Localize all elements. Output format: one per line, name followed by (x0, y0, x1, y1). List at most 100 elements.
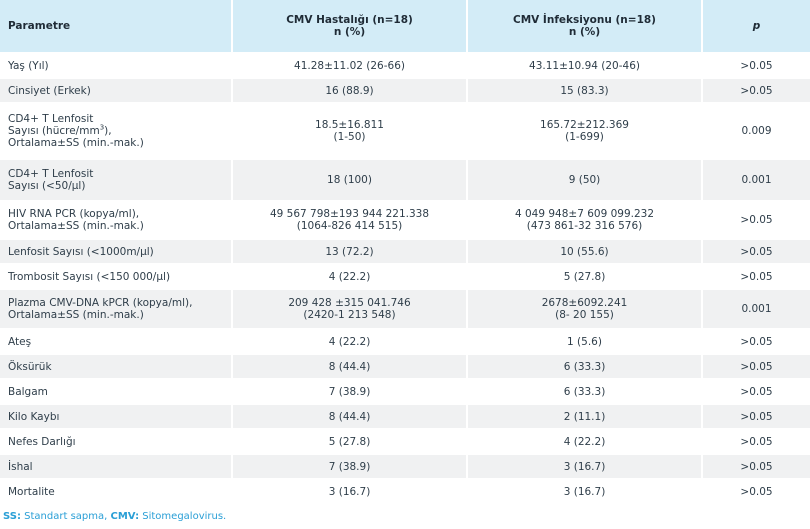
row-cmv-disease-value: 7 (38.9) (233, 380, 468, 405)
header-cmv-hastaligi: CMV Hastalığı (n=18) n (%) (233, 0, 468, 54)
table-row: CD4+ T Lenfosit Sayısı (<50/µl) 18 (100)… (0, 160, 810, 202)
row-cmv-disease-value: 49 567 798±193 944 221.338 (1064-826 414… (233, 202, 468, 240)
header-cmv-infeksiyonu-line1: CMV İnfeksiyonu (n=18) (513, 14, 656, 26)
row-cmv-disease-value: 18 (100) (233, 160, 468, 202)
row-p-value: >0.05 (703, 54, 810, 79)
row-cmv-disease-value: 41.28±11.02 (26-66) (233, 54, 468, 79)
row-parameter: HIV RNA PCR (kopya/ml), Ortalama±SS (min… (0, 202, 233, 240)
row-parameter: Mortalite (0, 480, 233, 505)
row-cmv-infection-value: 3 (16.7) (468, 455, 703, 480)
row-parameter-line1: CD4+ T Lenfosit (8, 113, 94, 125)
row-parameter: Nefes Darlığı (0, 430, 233, 455)
table-row: CD4+ T Lenfosit Sayısı (hücre/mm3), Orta… (0, 104, 810, 160)
value-line2: (1-50) (333, 131, 366, 143)
row-parameter: Yaş (Yıl) (0, 54, 233, 79)
row-parameter-line2: Sayısı (hücre/mm (8, 125, 100, 137)
footnote-cmv-text: Sitomegalovirus. (139, 511, 227, 522)
value-line1: 2678±6092.241 (541, 297, 628, 309)
row-p-value: >0.05 (703, 265, 810, 290)
row-p-value: >0.05 (703, 330, 810, 355)
header-p: p (703, 0, 810, 54)
row-parameter: Cinsiyet (Erkek) (0, 79, 233, 104)
row-cmv-infection-value: 2678±6092.241 (8- 20 155) (468, 290, 703, 330)
row-cmv-disease-value: 16 (88.9) (233, 79, 468, 104)
table-row: İshal 7 (38.9) 3 (16.7) >0.05 (0, 455, 810, 480)
table-row: HIV RNA PCR (kopya/ml), Ortalama±SS (min… (0, 202, 810, 240)
row-parameter: CD4+ T Lenfosit Sayısı (<50/µl) (0, 160, 233, 202)
header-cmv-hastaligi-line2: n (%) (333, 26, 366, 38)
value-line1: 18.5±16.811 (315, 119, 384, 131)
row-p-value: 0.001 (703, 160, 810, 202)
row-parameter-line2: Sayısı (<50/µl) (8, 180, 86, 192)
value-line2: (8- 20 155) (555, 309, 614, 321)
footnote-cmv-label: CMV: (110, 511, 140, 522)
row-p-value: >0.05 (703, 240, 810, 265)
row-parameter: CD4+ T Lenfosit Sayısı (hücre/mm3), Orta… (0, 104, 233, 160)
row-cmv-infection-value: 43.11±10.94 (20-46) (468, 54, 703, 79)
value-line2: (1-699) (565, 131, 604, 143)
row-p-value: >0.05 (703, 480, 810, 505)
row-cmv-disease-value: 7 (38.9) (233, 455, 468, 480)
footnote: SS: Standart sapma, CMV: Sitomegalovirus… (3, 511, 226, 522)
row-p-value: >0.05 (703, 79, 810, 104)
row-cmv-infection-value: 15 (83.3) (468, 79, 703, 104)
table-row: Lenfosit Sayısı (<1000m/µl) 13 (72.2) 10… (0, 240, 810, 265)
header-cmv-hastaligi-line1: CMV Hastalığı (n=18) (286, 14, 413, 26)
value-line1: 165.72±212.369 (540, 119, 629, 131)
row-cmv-infection-value: 6 (33.3) (468, 380, 703, 405)
table-row: Yaş (Yıl) 41.28±11.02 (26-66) 43.11±10.9… (0, 54, 810, 79)
row-parameter-line2-end: ), (104, 125, 112, 137)
superscript: 3 (99, 123, 105, 132)
row-cmv-disease-value: 13 (72.2) (233, 240, 468, 265)
row-cmv-infection-value: 3 (16.7) (468, 480, 703, 505)
row-p-value: >0.05 (703, 455, 810, 480)
row-parameter: Lenfosit Sayısı (<1000m/µl) (0, 240, 233, 265)
value-line2: (1064-826 414 515) (296, 220, 403, 232)
row-parameter: Plazma CMV-DNA kPCR (kopya/ml), Ortalama… (0, 290, 233, 330)
row-cmv-disease-value: 18.5±16.811 (1-50) (233, 104, 468, 160)
row-cmv-infection-value: 4 049 948±7 609 099.232 (473 861-32 316 … (468, 202, 703, 240)
row-p-value: 0.001 (703, 290, 810, 330)
row-cmv-disease-value: 5 (27.8) (233, 430, 468, 455)
table-row: Cinsiyet (Erkek) 16 (88.9) 15 (83.3) >0.… (0, 79, 810, 104)
row-cmv-disease-value: 8 (44.4) (233, 405, 468, 430)
row-cmv-infection-value: 165.72±212.369 (1-699) (468, 104, 703, 160)
table-row: Trombosit Sayısı (<150 000/µl) 4 (22.2) … (0, 265, 810, 290)
row-parameter: Ateş (0, 330, 233, 355)
table-row: Balgam 7 (38.9) 6 (33.3) >0.05 (0, 380, 810, 405)
value-line1: 49 567 798±193 944 221.338 (269, 208, 430, 220)
row-p-value: >0.05 (703, 405, 810, 430)
row-cmv-disease-value: 3 (16.7) (233, 480, 468, 505)
row-parameter-line2: Ortalama±SS (min.-mak.) (8, 220, 144, 232)
row-parameter-line1: CD4+ T Lenfosit (8, 168, 94, 180)
row-cmv-infection-value: 1 (5.6) (468, 330, 703, 355)
row-parameter-line3: Ortalama±SS (min.-mak.) (8, 137, 144, 149)
row-cmv-infection-value: 5 (27.8) (468, 265, 703, 290)
value-line1: 209 428 ±315 041.746 (288, 297, 411, 309)
header-cmv-infeksiyonu: CMV İnfeksiyonu (n=18) n (%) (468, 0, 703, 54)
footnote-ss-text: Standart sapma, (20, 511, 111, 522)
table-row: Kilo Kaybı 8 (44.4) 2 (11.1) >0.05 (0, 405, 810, 430)
table-row: Mortalite 3 (16.7) 3 (16.7) >0.05 (0, 480, 810, 505)
row-cmv-infection-value: 10 (55.6) (468, 240, 703, 265)
table-row: Plazma CMV-DNA kPCR (kopya/ml), Ortalama… (0, 290, 810, 330)
row-cmv-disease-value: 4 (22.2) (233, 265, 468, 290)
footnote-ss-label: SS: (3, 511, 21, 522)
row-p-value: >0.05 (703, 430, 810, 455)
value-line1: 4 049 948±7 609 099.232 (514, 208, 655, 220)
row-p-value: >0.05 (703, 380, 810, 405)
row-parameter: İshal (0, 455, 233, 480)
row-cmv-infection-value: 2 (11.1) (468, 405, 703, 430)
table-row: Öksürük 8 (44.4) 6 (33.3) >0.05 (0, 355, 810, 380)
row-cmv-disease-value: 4 (22.2) (233, 330, 468, 355)
row-parameter-line1: Plazma CMV-DNA kPCR (kopya/ml), (8, 297, 193, 309)
table-row: Ateş 4 (22.2) 1 (5.6) >0.05 (0, 330, 810, 355)
row-parameter-line2: Ortalama±SS (min.-mak.) (8, 309, 144, 321)
row-cmv-infection-value: 4 (22.2) (468, 430, 703, 455)
value-line2: (2420-1 213 548) (303, 309, 396, 321)
row-cmv-infection-value: 6 (33.3) (468, 355, 703, 380)
header-row: Parametre CMV Hastalığı (n=18) n (%) CMV… (0, 0, 810, 54)
table-row: Nefes Darlığı 5 (27.8) 4 (22.2) >0.05 (0, 430, 810, 455)
row-cmv-disease-value: 209 428 ±315 041.746 (2420-1 213 548) (233, 290, 468, 330)
